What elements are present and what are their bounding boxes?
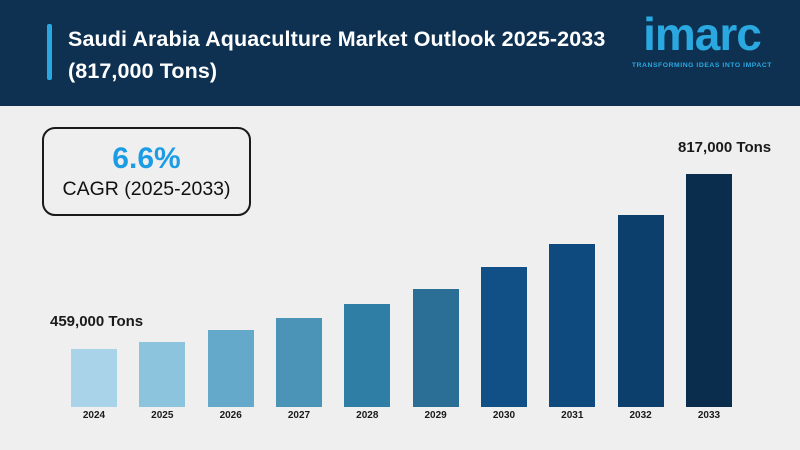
imarc-logo-text: imarc bbox=[643, 8, 762, 60]
x-axis-label-2033: 2033 bbox=[697, 410, 721, 421]
page-title: Saudi Arabia Aquaculture Market Outlook … bbox=[68, 27, 606, 83]
x-axis-label-2025: 2025 bbox=[151, 410, 174, 421]
x-axis-label-2029: 2029 bbox=[424, 410, 447, 421]
data-label-2024: 459,000 Tons bbox=[50, 313, 144, 330]
x-axis-label-2027: 2027 bbox=[287, 410, 311, 421]
bar-2032 bbox=[617, 215, 664, 407]
data-label-2033: 817,000 Tons bbox=[678, 139, 772, 156]
x-axis-label-2032: 2032 bbox=[629, 410, 652, 421]
imarc-logo: imarc TRANSFORMING IDEAS INTO IMPACT bbox=[632, 8, 772, 69]
bar-2025 bbox=[139, 342, 186, 407]
cagr-label: CAGR (2025-2033) bbox=[62, 177, 231, 200]
bar-2031 bbox=[549, 244, 596, 407]
x-axis-label-2026: 2026 bbox=[219, 410, 242, 421]
x-axis-label-2030: 2030 bbox=[492, 410, 516, 421]
x-axis-label-2028: 2028 bbox=[356, 410, 379, 421]
bar-2033 bbox=[686, 174, 732, 407]
title-accent-bar bbox=[47, 24, 52, 80]
bar-2026 bbox=[207, 330, 254, 407]
bar-2029 bbox=[412, 289, 459, 407]
x-axis-label-2024: 2024 bbox=[82, 410, 106, 421]
header: Saudi Arabia Aquaculture Market Outlook … bbox=[0, 0, 800, 106]
imarc-logo-tagline: TRANSFORMING IDEAS INTO IMPACT bbox=[631, 62, 772, 69]
bar-2024 bbox=[71, 349, 117, 407]
bar-2027 bbox=[276, 318, 322, 407]
cagr-value: 6.6% bbox=[112, 141, 181, 175]
x-axis-label-2031: 2031 bbox=[561, 410, 584, 421]
bar-2030 bbox=[481, 267, 527, 407]
cagr-box: 6.6% CAGR (2025-2033) bbox=[42, 127, 251, 216]
bar-2028 bbox=[344, 304, 391, 407]
